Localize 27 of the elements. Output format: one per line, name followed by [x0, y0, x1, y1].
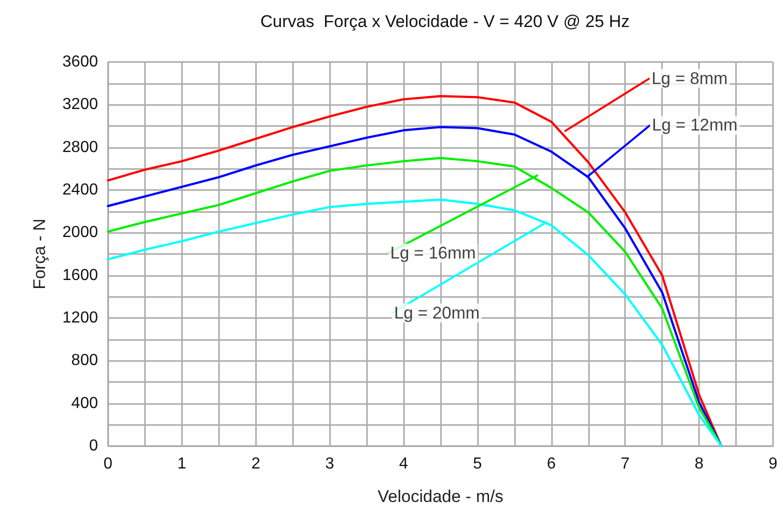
y-tick-label: 2800	[62, 138, 98, 156]
y-tick-label: 3200	[62, 96, 98, 114]
y-tick-label: 2400	[62, 182, 98, 198]
x-tick-label: 5	[472, 456, 482, 472]
annotation: Lg = 20mm	[394, 304, 480, 322]
x-tick-label: 4	[399, 456, 408, 472]
x-tick-label: 0	[104, 456, 113, 472]
y-axis-title: Força - N	[30, 218, 49, 290]
x-tick-label: 6	[546, 456, 556, 472]
x-tick-label: 8	[694, 456, 704, 472]
annotation: Lg = 8mm	[652, 68, 728, 88]
y-tick-label: 1200	[62, 310, 98, 326]
y-tick-label: 400	[71, 394, 98, 412]
chart-title: Curvas Força x Velocidade - V = 420 V @ 25 Hz	[260, 12, 630, 31]
annotation: Lg = 16mm	[390, 244, 476, 263]
annotation: Lg = 12mm	[652, 116, 738, 135]
y-tick-label: 3600	[62, 54, 98, 70]
x-tick-label: 9	[768, 456, 778, 472]
x-tick-label: 7	[620, 456, 630, 472]
x-tick-label: 2	[251, 456, 260, 472]
x-axis-title: Velocidade - m/s	[378, 487, 504, 506]
y-tick-label: 0	[89, 438, 98, 454]
y-tick-label: 800	[71, 352, 98, 370]
y-tick-label: 1600	[62, 266, 98, 284]
y-tick-label: 2000	[62, 224, 98, 242]
x-tick-label: 3	[325, 456, 334, 472]
x-tick-label: 1	[177, 456, 186, 472]
